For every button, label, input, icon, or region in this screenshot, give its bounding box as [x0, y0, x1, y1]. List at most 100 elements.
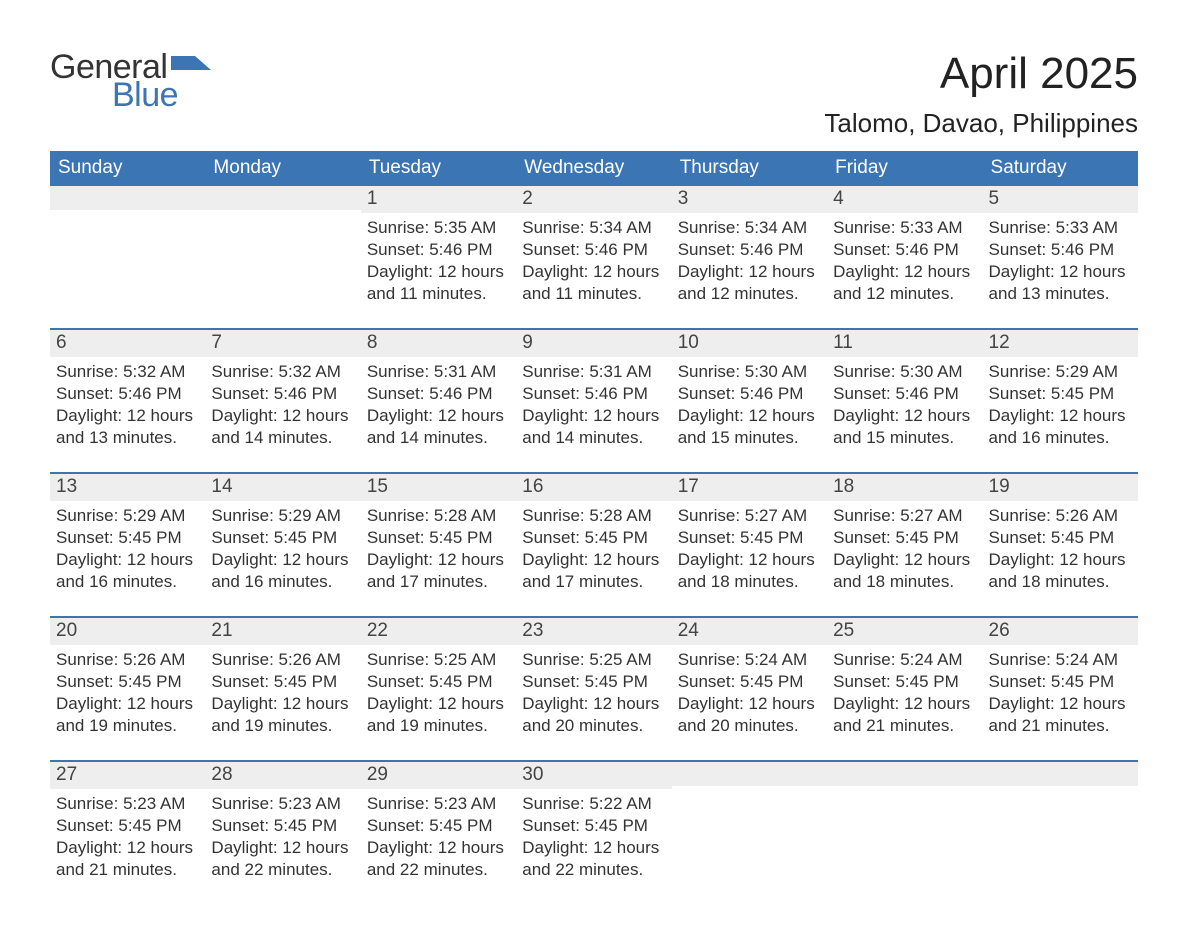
day-details: Sunrise: 5:31 AMSunset: 5:46 PMDaylight:… [516, 357, 671, 472]
sunrise-text: Sunrise: 5:23 AM [211, 793, 354, 815]
calendar-day-cell: 17Sunrise: 5:27 AMSunset: 5:45 PMDayligh… [672, 473, 827, 617]
calendar-week-row: 20Sunrise: 5:26 AMSunset: 5:45 PMDayligh… [50, 617, 1138, 761]
day-details [50, 210, 205, 318]
calendar-day-cell: 11Sunrise: 5:30 AMSunset: 5:46 PMDayligh… [827, 329, 982, 473]
calendar-week-row: 6Sunrise: 5:32 AMSunset: 5:46 PMDaylight… [50, 329, 1138, 473]
daylight-text: Daylight: 12 hours and 17 minutes. [522, 549, 665, 593]
day-details: Sunrise: 5:26 AMSunset: 5:45 PMDaylight:… [50, 645, 205, 760]
sunrise-text: Sunrise: 5:30 AM [678, 361, 821, 383]
sunrise-text: Sunrise: 5:25 AM [367, 649, 510, 671]
calendar-day-cell: 3Sunrise: 5:34 AMSunset: 5:46 PMDaylight… [672, 186, 827, 329]
day-of-week-header: Thursday [672, 151, 827, 186]
daylight-text: Daylight: 12 hours and 12 minutes. [678, 261, 821, 305]
day-number: 10 [672, 330, 827, 357]
sunrise-text: Sunrise: 5:32 AM [56, 361, 199, 383]
day-number: 30 [516, 762, 671, 789]
sunset-text: Sunset: 5:45 PM [211, 671, 354, 693]
daylight-text: Daylight: 12 hours and 20 minutes. [522, 693, 665, 737]
sunset-text: Sunset: 5:45 PM [989, 671, 1132, 693]
daylight-text: Daylight: 12 hours and 22 minutes. [367, 837, 510, 881]
day-number: 1 [361, 186, 516, 213]
sunrise-text: Sunrise: 5:26 AM [989, 505, 1132, 527]
day-of-week-header: Saturday [983, 151, 1138, 186]
day-of-week-header: Sunday [50, 151, 205, 186]
sunset-text: Sunset: 5:45 PM [989, 383, 1132, 405]
day-of-week-header: Monday [205, 151, 360, 186]
sunset-text: Sunset: 5:45 PM [989, 527, 1132, 549]
daylight-text: Daylight: 12 hours and 18 minutes. [678, 549, 821, 593]
day-details: Sunrise: 5:23 AMSunset: 5:45 PMDaylight:… [50, 789, 205, 904]
sunrise-text: Sunrise: 5:34 AM [522, 217, 665, 239]
calendar-day-cell: 7Sunrise: 5:32 AMSunset: 5:46 PMDaylight… [205, 329, 360, 473]
sunset-text: Sunset: 5:45 PM [211, 815, 354, 837]
daylight-text: Daylight: 12 hours and 15 minutes. [833, 405, 976, 449]
day-of-week-header: Tuesday [361, 151, 516, 186]
day-number: 29 [361, 762, 516, 789]
day-details: Sunrise: 5:30 AMSunset: 5:46 PMDaylight:… [672, 357, 827, 472]
brand-logo: General Blue [50, 50, 211, 112]
calendar-week-row: 13Sunrise: 5:29 AMSunset: 5:45 PMDayligh… [50, 473, 1138, 617]
day-number: 16 [516, 474, 671, 501]
daylight-text: Daylight: 12 hours and 19 minutes. [56, 693, 199, 737]
sunset-text: Sunset: 5:45 PM [211, 527, 354, 549]
daylight-text: Daylight: 12 hours and 11 minutes. [522, 261, 665, 305]
daylight-text: Daylight: 12 hours and 11 minutes. [367, 261, 510, 305]
calendar-header: SundayMondayTuesdayWednesdayThursdayFrid… [50, 151, 1138, 186]
sunset-text: Sunset: 5:45 PM [522, 671, 665, 693]
daylight-text: Daylight: 12 hours and 12 minutes. [833, 261, 976, 305]
calendar-day-cell: 16Sunrise: 5:28 AMSunset: 5:45 PMDayligh… [516, 473, 671, 617]
sunrise-text: Sunrise: 5:22 AM [522, 793, 665, 815]
daylight-text: Daylight: 12 hours and 21 minutes. [833, 693, 976, 737]
daylight-text: Daylight: 12 hours and 19 minutes. [367, 693, 510, 737]
calendar-day-cell: 21Sunrise: 5:26 AMSunset: 5:45 PMDayligh… [205, 617, 360, 761]
day-details: Sunrise: 5:29 AMSunset: 5:45 PMDaylight:… [205, 501, 360, 616]
day-number: 19 [983, 474, 1138, 501]
calendar-page: General Blue April 2025 Talomo, Davao, P… [0, 0, 1188, 944]
calendar-day-cell: 25Sunrise: 5:24 AMSunset: 5:45 PMDayligh… [827, 617, 982, 761]
sunrise-text: Sunrise: 5:31 AM [367, 361, 510, 383]
day-number: 18 [827, 474, 982, 501]
day-details [983, 786, 1138, 894]
day-details: Sunrise: 5:34 AMSunset: 5:46 PMDaylight:… [516, 213, 671, 328]
daylight-text: Daylight: 12 hours and 21 minutes. [989, 693, 1132, 737]
sunrise-text: Sunrise: 5:29 AM [989, 361, 1132, 383]
calendar-day-cell: 9Sunrise: 5:31 AMSunset: 5:46 PMDaylight… [516, 329, 671, 473]
day-number [205, 186, 360, 210]
calendar-day-cell: 12Sunrise: 5:29 AMSunset: 5:45 PMDayligh… [983, 329, 1138, 473]
day-number: 22 [361, 618, 516, 645]
daylight-text: Daylight: 12 hours and 15 minutes. [678, 405, 821, 449]
day-number: 9 [516, 330, 671, 357]
sunrise-text: Sunrise: 5:24 AM [678, 649, 821, 671]
day-details [672, 786, 827, 894]
sunset-text: Sunset: 5:46 PM [678, 383, 821, 405]
day-details: Sunrise: 5:25 AMSunset: 5:45 PMDaylight:… [516, 645, 671, 760]
day-number: 26 [983, 618, 1138, 645]
day-details: Sunrise: 5:35 AMSunset: 5:46 PMDaylight:… [361, 213, 516, 328]
calendar-body: 1Sunrise: 5:35 AMSunset: 5:46 PMDaylight… [50, 186, 1138, 904]
calendar-day-cell [672, 761, 827, 904]
calendar-day-cell: 2Sunrise: 5:34 AMSunset: 5:46 PMDaylight… [516, 186, 671, 329]
daylight-text: Daylight: 12 hours and 17 minutes. [367, 549, 510, 593]
day-details: Sunrise: 5:31 AMSunset: 5:46 PMDaylight:… [361, 357, 516, 472]
day-number: 7 [205, 330, 360, 357]
daylight-text: Daylight: 12 hours and 14 minutes. [367, 405, 510, 449]
sunrise-text: Sunrise: 5:24 AM [989, 649, 1132, 671]
sunset-text: Sunset: 5:45 PM [56, 527, 199, 549]
day-number: 28 [205, 762, 360, 789]
sunrise-text: Sunrise: 5:28 AM [367, 505, 510, 527]
daylight-text: Daylight: 12 hours and 20 minutes. [678, 693, 821, 737]
daylight-text: Daylight: 12 hours and 14 minutes. [522, 405, 665, 449]
daylight-text: Daylight: 12 hours and 19 minutes. [211, 693, 354, 737]
sunset-text: Sunset: 5:45 PM [522, 527, 665, 549]
sunrise-text: Sunrise: 5:24 AM [833, 649, 976, 671]
day-number: 27 [50, 762, 205, 789]
day-number: 17 [672, 474, 827, 501]
calendar-day-cell: 28Sunrise: 5:23 AMSunset: 5:45 PMDayligh… [205, 761, 360, 904]
sunset-text: Sunset: 5:46 PM [522, 239, 665, 261]
day-number [672, 762, 827, 786]
calendar-day-cell [205, 186, 360, 329]
calendar-day-cell: 26 Sunrise: 5:24 AMSunset: 5:45 PMDayligh… [983, 617, 1138, 761]
sunset-text: Sunset: 5:46 PM [522, 383, 665, 405]
brand-word-blue: Blue [112, 78, 211, 112]
daylight-text: Daylight: 12 hours and 18 minutes. [989, 549, 1132, 593]
